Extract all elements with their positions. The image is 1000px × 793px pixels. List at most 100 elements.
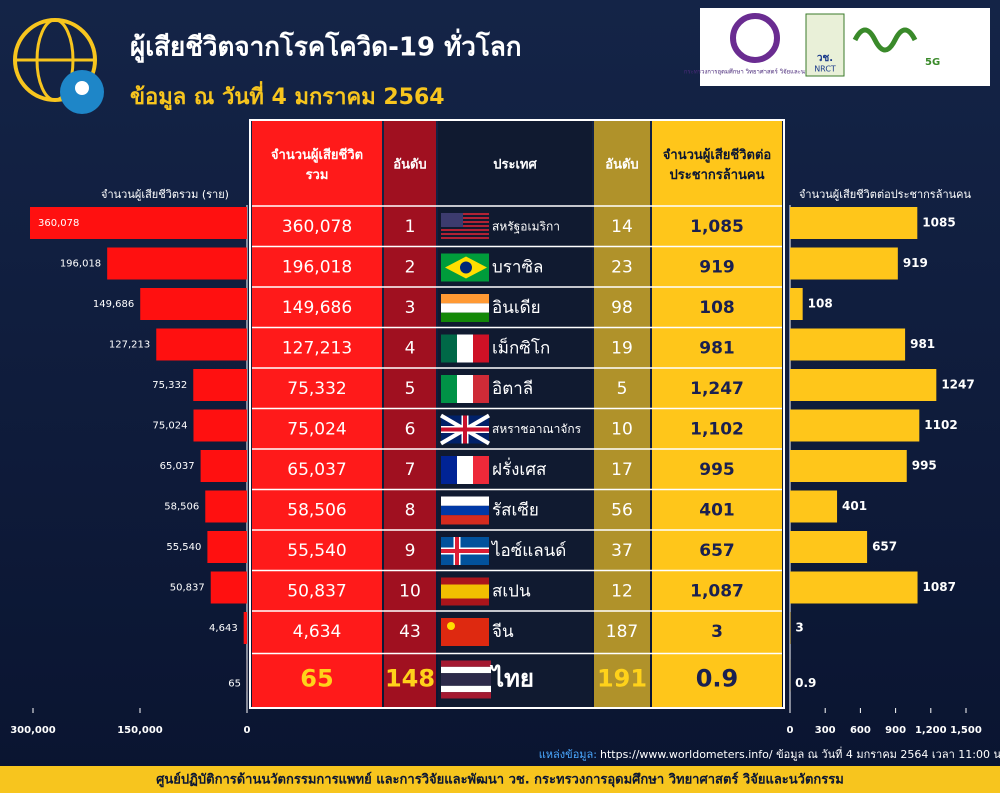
- data-label: 4,643: [209, 623, 238, 634]
- flag-part: [441, 692, 491, 699]
- table-cell: 65,037: [287, 460, 346, 480]
- x-tick-label: 1,200: [915, 725, 947, 736]
- bar: [140, 288, 247, 320]
- bar: [790, 207, 918, 239]
- data-label: 360,078: [38, 218, 79, 229]
- source-label: แหล่งข้อมูล:: [539, 748, 597, 761]
- table-cell: 98: [611, 298, 633, 318]
- logo-text: 5G: [925, 57, 940, 68]
- table-cell: 6: [405, 420, 416, 440]
- table-cell: 12: [611, 582, 633, 602]
- x-tick-label: 300,000: [10, 725, 56, 736]
- table-cell: 981: [699, 339, 735, 359]
- x-tick-label: 900: [885, 725, 906, 736]
- table-cell: สเปน: [492, 582, 531, 602]
- flag-part: [441, 233, 489, 235]
- table-cell: 50,837: [287, 582, 346, 602]
- flag-part: [441, 303, 489, 313]
- data-label: 55,540: [166, 542, 201, 553]
- table-cell: ไทย: [489, 664, 534, 693]
- table-cell: 1,085: [690, 217, 744, 237]
- data-label: 3: [795, 621, 803, 635]
- table-cell: 196,018: [282, 258, 352, 278]
- flag-part: [441, 584, 489, 599]
- table-header: จำนวนผู้เสียชีวิตรวม: [271, 147, 363, 183]
- flag-part: [457, 456, 473, 484]
- logo-text: วช.: [817, 53, 833, 64]
- flag-part: [441, 685, 491, 693]
- logo-panel: [700, 8, 990, 86]
- data-label: 1085: [922, 216, 955, 230]
- table-cell: 657: [699, 541, 735, 561]
- table-cell: 14: [611, 217, 633, 237]
- flag: [441, 253, 489, 282]
- x-tick-label: 150,000: [117, 725, 163, 736]
- data-label: 127,213: [109, 340, 150, 351]
- flag-part: [441, 213, 489, 215]
- table-cell: 5: [617, 379, 628, 399]
- flag-part: [441, 217, 489, 219]
- table-cell: 401: [699, 501, 735, 521]
- flag: [441, 334, 489, 363]
- data-label: 995: [912, 459, 937, 473]
- table-cell: 0.9: [696, 665, 739, 693]
- flag-part: [441, 237, 489, 239]
- table-cell: 191: [597, 665, 647, 693]
- data-label: 75,024: [152, 421, 187, 432]
- table-frame: [249, 119, 785, 709]
- subtitle: ข้อมูล ณ วันที่ 4 มกราคม 2564: [130, 80, 445, 111]
- bar: [205, 490, 247, 523]
- bar: [790, 328, 906, 361]
- table-cell: สหรัฐอเมริกา: [492, 220, 560, 234]
- data-label: 196,018: [60, 259, 101, 270]
- flag: [441, 660, 491, 699]
- bar: [790, 409, 920, 442]
- table-header: ประเทศ: [493, 158, 537, 173]
- logo-mark: [805, 13, 845, 77]
- flag-part: [460, 261, 472, 274]
- table-cell: 9: [405, 541, 416, 561]
- data-label: 65,037: [160, 461, 195, 472]
- data-label: 65: [228, 679, 241, 690]
- data-label: 1102: [924, 418, 957, 432]
- x-tick-label: 0: [787, 725, 794, 736]
- table-cell: 5: [405, 379, 416, 399]
- bar: [107, 247, 247, 280]
- x-tick-label: 300: [815, 725, 836, 736]
- bar: [790, 450, 907, 482]
- table-cell: 187: [606, 622, 638, 642]
- bar: [243, 612, 247, 644]
- table-cell: รัสเซีย: [492, 501, 539, 521]
- table-header: อันดับ: [605, 158, 638, 173]
- data-label: 981: [910, 337, 935, 351]
- flag-part: [441, 312, 489, 322]
- bar: [790, 369, 937, 401]
- table-cell: 1,087: [690, 582, 744, 602]
- flag-part: [441, 679, 491, 686]
- table-cell: 75,024: [287, 420, 346, 440]
- bar: [193, 409, 247, 442]
- table-cell: 10: [611, 420, 633, 440]
- x-tick-label: 0: [244, 725, 251, 736]
- data-label: 0.9: [795, 676, 816, 690]
- bars: [30, 207, 248, 692]
- table-header: อันดับ: [393, 158, 426, 173]
- table-header: จำนวนผู้เสียชีวิตต่อประชากรล้านคน: [663, 147, 771, 183]
- flag: [441, 294, 489, 322]
- logo-mark: [852, 27, 918, 53]
- flag-part: [473, 456, 489, 484]
- table-cell: 23: [611, 258, 633, 278]
- table-cell: สหราชอาณาจักร: [492, 422, 582, 436]
- table-cell: 4: [405, 339, 416, 359]
- bar: [207, 531, 247, 563]
- data-label: 1087: [923, 580, 956, 594]
- flag-part: [473, 334, 489, 363]
- table-cell: 1: [405, 217, 416, 237]
- table-cell: อิตาลี: [492, 379, 533, 399]
- table-cell: จีน: [492, 622, 514, 642]
- table-cell: 43: [399, 622, 421, 642]
- logo-text: NRCT: [814, 65, 836, 74]
- table-cell: 8: [405, 501, 416, 521]
- logo-text: กระทรวงการอุดมศึกษา วิทยาศาสตร์ วิจัยและ…: [684, 68, 827, 76]
- flag-part: [441, 415, 489, 444]
